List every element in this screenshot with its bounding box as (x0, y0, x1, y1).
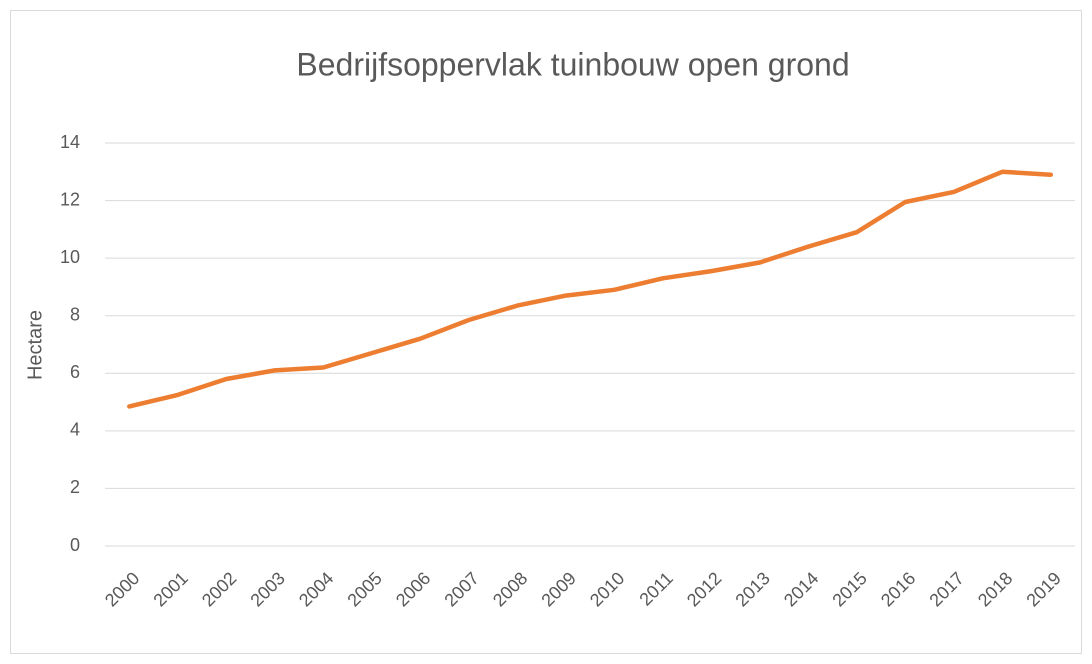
y-tick-label: 12 (60, 189, 80, 209)
y-tick-label: 6 (70, 362, 80, 382)
y-axis-label: Hectare (24, 310, 46, 380)
data-line (127, 169, 1054, 409)
y-tick-label: 0 (70, 535, 80, 555)
y-tick-label: 8 (70, 304, 80, 324)
chart-title: Bedrijfsoppervlak tuinbouw open grond (296, 46, 849, 82)
y-tick-label: 4 (70, 420, 80, 440)
chart-frame (10, 10, 1082, 654)
y-tick-label: 10 (60, 247, 80, 267)
y-tick-label: 14 (60, 132, 80, 152)
y-tick-label: 2 (70, 477, 80, 497)
